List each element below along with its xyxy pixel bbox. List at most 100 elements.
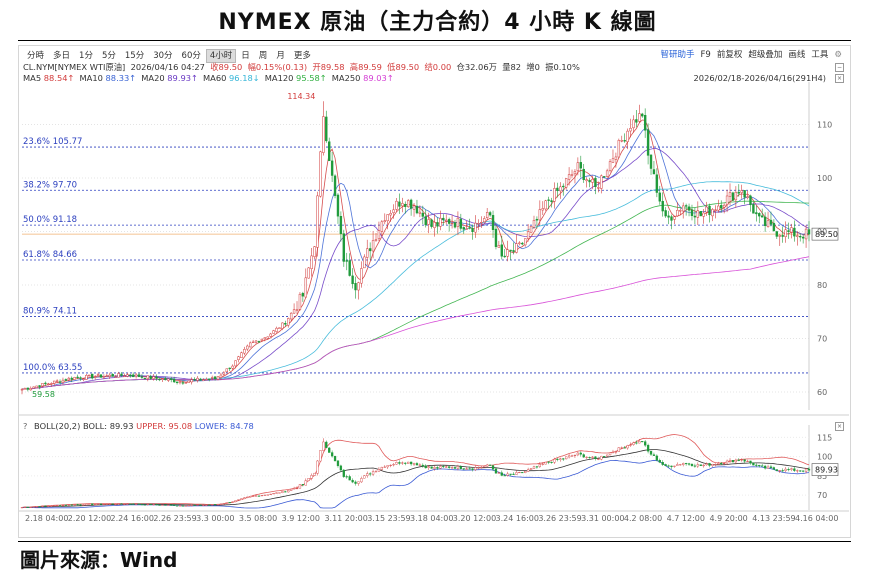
collapse-icon[interactable]: − <box>835 63 844 72</box>
boll-upper-line <box>21 434 810 508</box>
candle-body-160 <box>488 212 492 216</box>
ind-body-131 <box>404 462 407 464</box>
candle-body-56 <box>184 382 188 384</box>
candle-body-146 <box>447 219 451 224</box>
date-tick-15: 4.7 12:00 <box>667 514 705 523</box>
candle-body-57 <box>187 380 190 383</box>
ind-body-61 <box>199 504 202 506</box>
period-button-9[interactable]: 周 <box>258 51 268 61</box>
ind-body-228 <box>687 463 691 465</box>
candle-body-51 <box>170 378 173 380</box>
candle-body-115 <box>357 282 360 291</box>
ma-legend-label-2: MA20 <box>141 73 168 83</box>
candle-body-171 <box>521 242 524 245</box>
ind-body-9 <box>47 505 50 507</box>
candle-body-260 <box>781 235 784 237</box>
tool-button-5[interactable]: 工具 <box>811 50 829 60</box>
candle-body-96 <box>301 293 305 297</box>
period-button-0[interactable]: 分時 <box>27 51 45 61</box>
candle-body-162 <box>494 228 498 247</box>
candle-body-236 <box>711 209 714 217</box>
date-tick-0: 2.18 04:00 <box>25 514 68 523</box>
ind-body-46 <box>155 504 158 506</box>
ind-body-76 <box>243 497 246 499</box>
candle-body-258 <box>775 231 779 237</box>
ind-body-213 <box>644 441 647 446</box>
candle-body-238 <box>717 205 720 211</box>
candle-body-118 <box>366 248 369 258</box>
ind-body-72 <box>231 501 234 503</box>
period-button-5[interactable]: 30分 <box>153 51 173 61</box>
candle-body-79 <box>251 341 255 343</box>
candle-body-27 <box>99 374 103 378</box>
ma-legend-label-0: MA5 <box>23 73 44 83</box>
tool-button-0[interactable]: 智研助手 <box>660 50 695 60</box>
ind-body-41 <box>140 504 144 506</box>
candle-body-121 <box>374 239 378 241</box>
indicator-close-icon[interactable]: × <box>835 422 844 431</box>
ind-body-34 <box>120 503 123 505</box>
period-button-1[interactable]: 多日 <box>53 51 71 61</box>
candle-body-245 <box>737 191 740 194</box>
datetime-label: 2026/04/16 04:27 <box>130 62 205 72</box>
candle-body-230 <box>693 215 697 218</box>
close-icon[interactable]: × <box>835 74 844 83</box>
tool-button-3[interactable]: 超级叠加 <box>748 50 783 60</box>
candle-body-208 <box>629 127 632 132</box>
ind-body-206 <box>623 447 626 449</box>
ind-body-15 <box>64 504 68 506</box>
ind-body-102 <box>319 450 322 462</box>
ind-body-258 <box>775 469 778 471</box>
candle-body-105 <box>327 141 331 161</box>
ind-body-121 <box>374 471 378 473</box>
fib-label-0: 23.6% 105.77 <box>23 137 82 147</box>
amp-label: 振0.10% <box>545 62 580 72</box>
ind-body-108 <box>336 460 340 467</box>
period-button-7[interactable]: 4小时 <box>205 49 237 63</box>
help-icon[interactable]: ? <box>23 421 28 431</box>
price-tick-1: 70 <box>817 334 827 343</box>
ind-body-47 <box>158 504 161 506</box>
add-label: 增0 <box>526 62 540 72</box>
ind-body-207 <box>626 445 629 449</box>
ind-body-151 <box>462 468 465 470</box>
candle-body-18 <box>73 377 76 380</box>
candle-body-231 <box>696 210 700 218</box>
fib-label-3: 61.8% 84.66 <box>23 250 77 260</box>
period-button-10[interactable]: 月 <box>276 51 285 61</box>
ind-body-80 <box>254 495 258 497</box>
qty-label: 量82 <box>502 62 522 72</box>
period-button-4[interactable]: 15分 <box>124 51 145 61</box>
candle-body-72 <box>231 365 234 369</box>
ind-body-246 <box>740 459 743 461</box>
ind-body-19 <box>76 504 79 506</box>
period-button-8[interactable]: 日 <box>241 51 250 61</box>
ind-body-147 <box>450 467 454 469</box>
candle-body-229 <box>690 209 694 216</box>
period-button-2[interactable]: 1分 <box>79 51 93 61</box>
ind-body-32 <box>114 504 117 506</box>
gear-icon[interactable]: ⚙ <box>834 50 842 60</box>
candle-body-241 <box>725 195 729 205</box>
period-button-3[interactable]: 5分 <box>101 51 116 61</box>
candle-body-184 <box>559 186 562 192</box>
ind-body-95 <box>298 484 302 489</box>
tool-button-1[interactable]: F9 <box>700 50 711 60</box>
candle-body-178 <box>541 208 544 211</box>
period-button-11[interactable]: 更多 <box>293 51 311 61</box>
candle-body-0 <box>20 389 24 391</box>
ind-body-158 <box>483 466 486 468</box>
ind-body-2 <box>26 506 29 508</box>
ind-body-58 <box>190 504 193 506</box>
tool-button-4[interactable]: 画线 <box>788 50 806 60</box>
ind-body-230 <box>693 465 697 467</box>
ind-body-236 <box>711 464 714 466</box>
symbol-label: CL.NYM[NYMEX WTI原油] <box>23 62 126 72</box>
period-button-6[interactable]: 60分 <box>181 51 201 61</box>
tool-button-2[interactable]: 前复权 <box>716 50 743 60</box>
candle-body-227 <box>684 205 688 207</box>
ind-body-143 <box>439 466 442 469</box>
ind-body-156 <box>477 467 480 469</box>
ind-body-37 <box>129 503 132 505</box>
ind-body-86 <box>272 493 275 495</box>
